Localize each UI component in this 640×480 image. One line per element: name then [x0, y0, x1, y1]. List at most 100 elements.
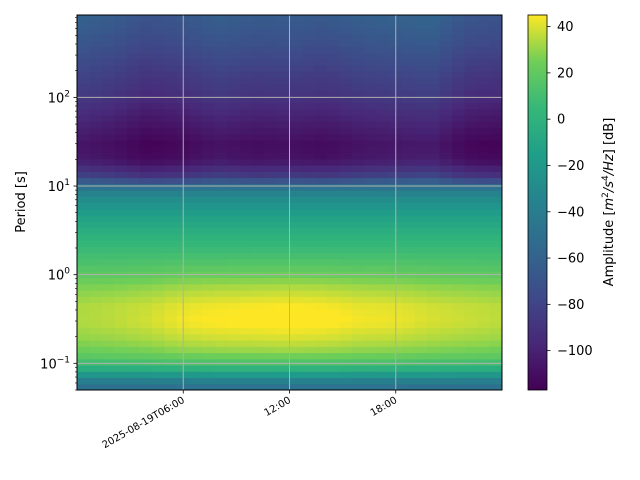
heatmap-cell	[114, 227, 128, 235]
heatmap-cell	[364, 358, 378, 366]
heatmap-cell	[414, 327, 428, 335]
heatmap-cell	[202, 177, 216, 185]
heatmap-cell	[489, 146, 502, 154]
heatmap-cell	[427, 333, 441, 341]
heatmap-cell	[464, 340, 478, 347]
heatmap-cell	[327, 308, 341, 316]
heatmap-cell	[427, 202, 441, 210]
heatmap-cell	[239, 202, 253, 210]
heatmap-cell	[377, 140, 391, 147]
heatmap-cell	[164, 115, 178, 122]
heatmap-cell	[227, 283, 241, 291]
heatmap-cell	[489, 140, 502, 147]
heatmap-cell	[402, 46, 416, 54]
heatmap-cell	[264, 15, 278, 22]
heatmap-cell	[277, 258, 291, 266]
heatmap-cell	[302, 246, 316, 254]
heatmap-cell	[477, 115, 491, 122]
heatmap-cell	[427, 115, 441, 122]
heatmap-cell	[189, 152, 203, 160]
heatmap-cell	[77, 333, 91, 341]
heatmap-cell	[252, 233, 266, 241]
heatmap-cell	[127, 83, 141, 91]
heatmap-cell	[452, 146, 466, 154]
heatmap-cell	[277, 358, 291, 366]
heatmap-cell	[264, 152, 278, 160]
heatmap-cell	[189, 315, 203, 322]
heatmap-cell	[314, 108, 328, 116]
heatmap-cell	[214, 133, 228, 141]
heatmap-cell	[264, 121, 278, 129]
heatmap-cell	[464, 258, 478, 266]
heatmap-cell	[77, 158, 91, 166]
heatmap-cell	[127, 290, 141, 297]
heatmap-cell	[477, 140, 491, 147]
heatmap-cell	[452, 183, 466, 191]
heatmap-cell	[114, 146, 128, 154]
heatmap-cell	[477, 315, 491, 322]
heatmap-cell	[277, 96, 291, 104]
heatmap-cell	[214, 171, 228, 179]
y-tick-label: 10−1	[40, 355, 70, 372]
heatmap-cell	[114, 308, 128, 316]
heatmap-cell	[377, 265, 391, 272]
heatmap-cell	[427, 321, 441, 329]
heatmap-cell	[139, 383, 153, 390]
heatmap-cell	[414, 321, 428, 329]
heatmap-cell	[252, 52, 266, 60]
heatmap-cell	[114, 140, 128, 147]
heatmap-cell	[327, 165, 341, 172]
heatmap-cell	[139, 190, 153, 197]
heatmap-cell	[289, 327, 303, 335]
heatmap-cell	[489, 90, 502, 97]
heatmap-cell	[327, 177, 341, 185]
heatmap-cell	[102, 40, 116, 47]
heatmap-cell	[227, 90, 241, 97]
heatmap-cell	[477, 83, 491, 91]
heatmap-cell	[152, 333, 166, 341]
heatmap-cell	[339, 302, 353, 310]
heatmap-cell	[264, 77, 278, 85]
heatmap-cell	[202, 377, 216, 385]
heatmap-cell	[452, 202, 466, 210]
heatmap-cell	[77, 358, 91, 366]
colorbar-tick-label: −80	[557, 298, 584, 313]
heatmap-cell	[264, 352, 278, 360]
heatmap-cell	[289, 83, 303, 91]
heatmap-cell	[152, 340, 166, 347]
heatmap-cell	[252, 290, 266, 297]
heatmap-cell	[214, 83, 228, 91]
heatmap-cell	[277, 183, 291, 191]
heatmap-cell	[377, 146, 391, 154]
heatmap-cell	[289, 46, 303, 54]
heatmap-cell	[89, 83, 103, 91]
heatmap-cell	[327, 215, 341, 222]
heatmap-cell	[202, 215, 216, 222]
heatmap-cell	[202, 71, 216, 79]
heatmap-cell	[464, 208, 478, 216]
heatmap-cell	[89, 240, 103, 247]
heatmap-cell	[489, 171, 502, 179]
heatmap-cell	[302, 196, 316, 204]
heatmap-cell	[302, 77, 316, 85]
heatmap-cell	[477, 321, 491, 329]
heatmap-cell	[427, 108, 441, 116]
heatmap-cell	[139, 196, 153, 204]
heatmap-cell	[289, 183, 303, 191]
heatmap-cell	[489, 327, 502, 335]
heatmap-cell	[214, 365, 228, 372]
heatmap-cell	[139, 340, 153, 347]
heatmap-cell	[127, 283, 141, 291]
heatmap-cell	[377, 202, 391, 210]
heatmap-cell	[339, 258, 353, 266]
heatmap-cell	[277, 283, 291, 291]
colorbar	[527, 14, 548, 391]
heatmap-cell	[127, 352, 141, 360]
heatmap-cell	[77, 296, 91, 304]
heatmap-cell	[127, 21, 141, 29]
heatmap-cell	[477, 202, 491, 210]
heatmap-cell	[489, 296, 502, 304]
heatmap-cell	[439, 165, 453, 172]
heatmap-cell	[439, 246, 453, 254]
heatmap-cell	[314, 358, 328, 366]
